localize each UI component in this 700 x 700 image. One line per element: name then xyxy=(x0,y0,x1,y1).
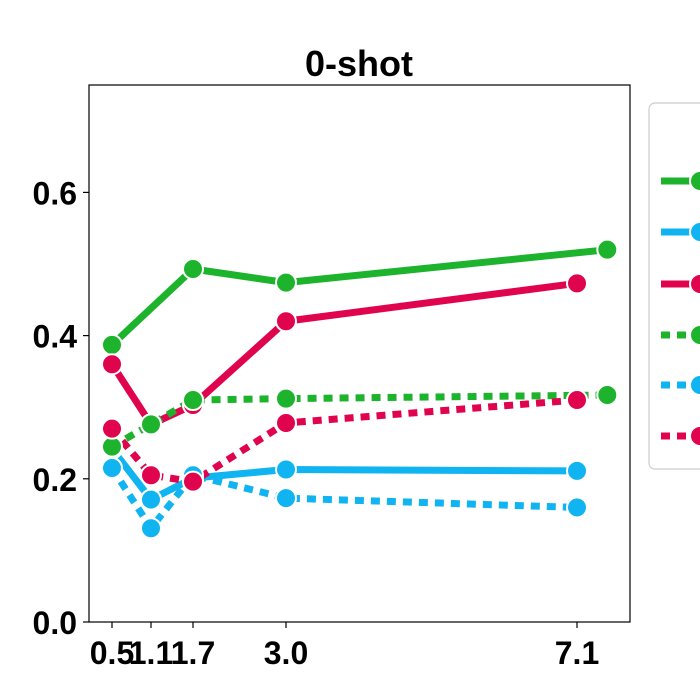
series-2-point xyxy=(566,459,588,482)
series-2-point xyxy=(140,488,162,511)
series-6-point xyxy=(566,389,588,412)
series-5-point xyxy=(140,517,162,540)
series-6-point xyxy=(101,417,123,440)
y-tick-label: 0.4 xyxy=(33,319,78,355)
series-3-point xyxy=(101,353,123,376)
legend-handle-marker xyxy=(689,324,700,346)
y-tick-label: 0.2 xyxy=(33,462,77,498)
series-3-point xyxy=(566,272,588,295)
series-6-point xyxy=(182,470,204,493)
series-1-point xyxy=(596,238,619,261)
x-tick-label: 1.1 xyxy=(129,635,173,671)
axes-frame xyxy=(88,84,631,623)
series-5-point xyxy=(566,496,588,519)
series-1-point xyxy=(182,258,204,281)
series-4-point xyxy=(275,387,297,410)
series-1-line xyxy=(108,246,611,349)
y-tick-label: 0.6 xyxy=(33,175,77,211)
series-4-point xyxy=(182,389,204,412)
y-tick-label: 0.0 xyxy=(33,605,77,641)
series-5-line xyxy=(109,466,578,532)
legend-handle-marker xyxy=(689,170,700,192)
x-tick-label: 1.7 xyxy=(171,635,215,671)
series-5-point xyxy=(275,487,297,510)
legend-handle-marker xyxy=(689,425,700,447)
series-3-point xyxy=(275,310,297,333)
y-axis: 0.0 0.2 0.4 0.6 xyxy=(33,175,89,641)
x-tick-label: 7.1 xyxy=(555,635,599,671)
x-tick-label: 3.0 xyxy=(264,635,308,671)
legend-handle-marker xyxy=(689,221,700,243)
series-5-point xyxy=(101,457,123,480)
legend xyxy=(648,102,700,470)
chart-title: 0-shot xyxy=(305,43,413,84)
x-tick-label: 0.5 xyxy=(90,635,134,671)
series-layer xyxy=(101,238,619,540)
series-6-point xyxy=(140,464,162,487)
x-axis: 0.51.11.7 3.0 7.1 xyxy=(90,622,599,671)
series-1-point xyxy=(275,271,297,294)
series-4-point xyxy=(596,384,619,407)
series-6-point xyxy=(275,411,297,434)
legend-handle-marker xyxy=(689,273,700,295)
series-4-point xyxy=(140,413,162,436)
series-1-point xyxy=(101,333,123,356)
series-2-point xyxy=(275,458,297,481)
series-4-line xyxy=(110,391,608,450)
legend-handle-marker xyxy=(689,374,700,396)
